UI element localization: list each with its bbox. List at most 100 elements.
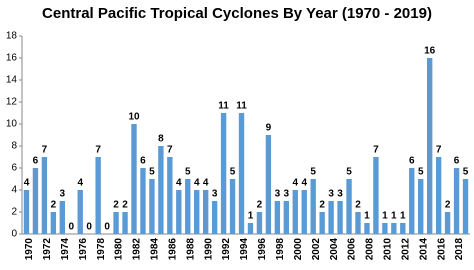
y-tick-label: 2 (11, 207, 17, 218)
bar (444, 212, 451, 234)
value-label: 5 (463, 167, 469, 178)
bar (140, 168, 146, 234)
x-tick-label: 1996 (257, 238, 268, 261)
x-tick-label: 2004 (329, 238, 340, 261)
bar (453, 168, 460, 234)
value-label: 2 (445, 200, 451, 211)
x-tick-label: 1992 (221, 238, 232, 261)
value-label: 16 (424, 46, 436, 57)
bar (418, 179, 424, 234)
value-label: 7 (436, 145, 442, 156)
value-label: 0 (104, 222, 110, 233)
value-label: 3 (275, 189, 281, 200)
bar (328, 201, 334, 234)
value-label: 7 (42, 145, 48, 156)
value-label: 5 (346, 167, 352, 178)
value-label: 0 (68, 222, 74, 233)
x-tick-label: 1974 (60, 238, 71, 261)
x-tick-label: 1978 (96, 238, 107, 261)
value-label: 5 (310, 167, 316, 178)
bar (346, 179, 352, 234)
value-label: 2 (319, 200, 325, 211)
value-label: 10 (128, 112, 140, 123)
bar (400, 223, 406, 234)
value-label: 0 (86, 222, 92, 233)
bar (131, 124, 137, 234)
x-tick-label: 1970 (24, 238, 35, 261)
value-label: 4 (292, 178, 298, 189)
bar (426, 58, 433, 234)
x-tick-label: 2008 (365, 238, 376, 261)
value-label: 6 (140, 156, 146, 167)
value-label: 11 (218, 101, 229, 112)
value-label: 4 (77, 178, 83, 189)
value-label: 2 (122, 200, 128, 211)
bar (364, 223, 370, 234)
bar (41, 157, 48, 234)
bar (149, 179, 155, 234)
value-label: 4 (176, 178, 182, 189)
x-tick-label: 2012 (400, 238, 411, 261)
bar (194, 190, 200, 234)
value-label: 1 (382, 211, 388, 222)
value-label: 1 (391, 211, 397, 222)
bar (229, 179, 236, 234)
y-tick-label: 0 (11, 229, 17, 240)
x-tick-label: 1994 (239, 238, 250, 261)
bar (176, 190, 182, 234)
bar (77, 190, 83, 234)
y-tick-label: 12 (6, 97, 18, 108)
value-label: 9 (266, 123, 272, 134)
x-tick-label: 2018 (454, 238, 465, 261)
x-tick-label: 2010 (383, 238, 394, 261)
x-tick-label: 1980 (114, 238, 125, 261)
bar (32, 168, 39, 234)
value-label: 2 (355, 200, 361, 211)
value-label: 4 (203, 178, 209, 189)
value-label: 5 (185, 167, 191, 178)
x-tick-label: 2006 (347, 238, 358, 261)
value-label: 11 (236, 101, 247, 112)
value-label: 6 (409, 156, 415, 167)
bar (247, 223, 254, 234)
x-tick-label: 1982 (132, 238, 143, 261)
bar (113, 212, 119, 234)
bar (95, 157, 101, 234)
bar (265, 135, 272, 234)
value-label: 3 (60, 189, 66, 200)
bar (382, 223, 388, 234)
bar (202, 190, 209, 234)
value-label: 2 (51, 200, 57, 211)
value-label: 6 (454, 156, 460, 167)
x-tick-label: 1998 (275, 238, 286, 261)
y-tick-label: 14 (6, 75, 18, 86)
x-tick-label: 2014 (418, 238, 429, 261)
value-label: 5 (230, 167, 236, 178)
x-tick-label: 1986 (167, 238, 178, 261)
bar (274, 201, 281, 234)
y-tick-label: 6 (11, 163, 17, 174)
value-label: 8 (158, 134, 164, 145)
bar (409, 168, 415, 234)
value-label: 3 (284, 189, 290, 200)
value-label: 7 (167, 145, 173, 156)
bar (462, 179, 469, 234)
value-label: 2 (113, 200, 119, 211)
bar (373, 157, 379, 234)
bar (50, 212, 57, 234)
bar (211, 201, 218, 234)
bar (23, 190, 30, 234)
value-label: 4 (194, 178, 200, 189)
value-label: 3 (337, 189, 343, 200)
bar (59, 201, 66, 234)
value-label: 7 (95, 145, 101, 156)
x-tick-label: 1972 (42, 238, 53, 261)
value-label: 6 (33, 156, 39, 167)
bar (319, 212, 325, 234)
value-label: 4 (301, 178, 307, 189)
bar (185, 179, 191, 234)
bar (292, 190, 298, 234)
bar (256, 212, 263, 234)
